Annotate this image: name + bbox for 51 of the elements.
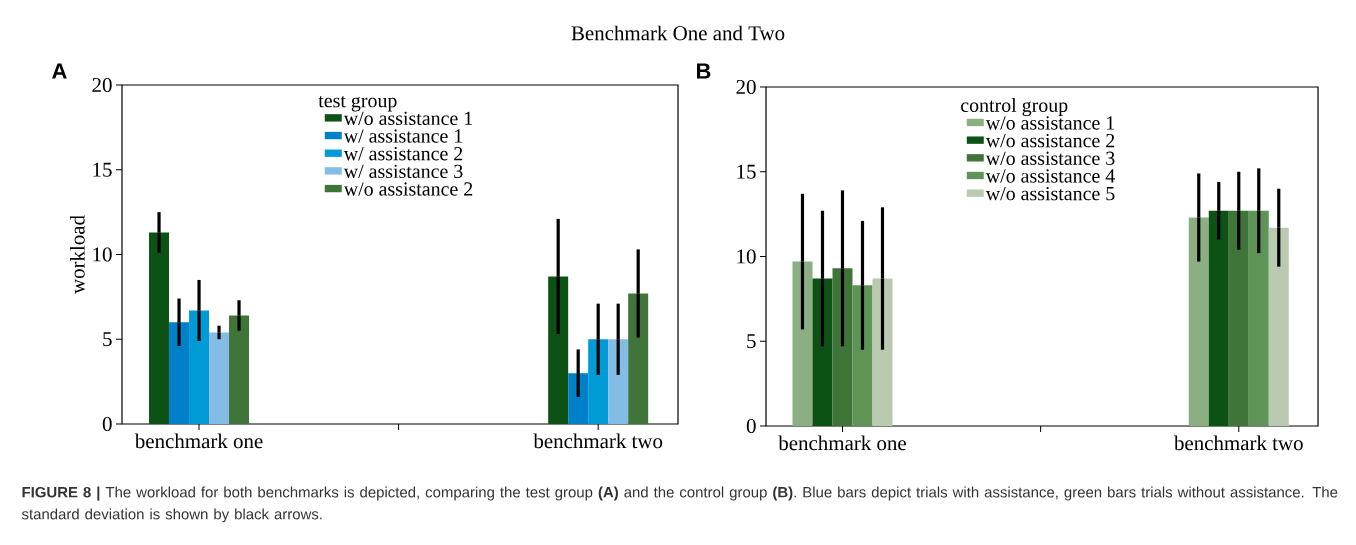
y-tick-label: 10 — [93, 247, 112, 262]
x-tick-label: benchmark one — [134, 433, 263, 449]
bar — [588, 339, 609, 424]
legend-label: w/o assistance 1 — [985, 116, 1115, 130]
bar — [169, 322, 190, 424]
text: FIGURE 8 | The workload for both benchmarks is depicted, comparing the test group (A) and the control group (B). Blue bars depict trials with assistance, green bars trials without assistance. The standard deviation is shown by black arrows. — [21, 486, 1338, 523]
bar — [1268, 227, 1289, 426]
x-tick-label: benchmark one — [778, 435, 906, 451]
bar — [568, 373, 589, 424]
y-tick-label: 0 — [746, 418, 756, 434]
bar — [792, 261, 813, 426]
text: B — [697, 63, 711, 79]
legend-label: w/o assistance 2 — [343, 182, 473, 196]
y-tick-label: 0 — [102, 416, 112, 432]
legend-label: w/o assistance 4 — [985, 169, 1115, 183]
bar — [229, 315, 250, 424]
legend-title: test group — [318, 95, 397, 112]
y-tick-label: 15 — [737, 164, 756, 179]
y-axis-title: workload — [70, 215, 85, 294]
text: A — [52, 63, 67, 79]
bar — [209, 332, 230, 424]
bar — [548, 276, 569, 424]
y-tick-label: 10 — [737, 249, 756, 264]
legend-label: w/ assistance 2 — [343, 147, 463, 161]
y-tick-label: 5 — [747, 334, 756, 349]
bar — [1188, 217, 1209, 426]
y-tick-label: 20 — [736, 79, 756, 95]
bar — [1208, 210, 1229, 426]
bar — [1248, 210, 1269, 426]
bar — [1228, 210, 1249, 426]
bar — [149, 232, 170, 424]
bar — [872, 278, 893, 426]
x-tick-label: benchmark two — [533, 433, 663, 449]
legend-title: control group — [961, 97, 1068, 117]
bar — [189, 310, 210, 424]
legend-label: w/o assistance 5 — [985, 186, 1115, 201]
y-tick-label: 15 — [93, 162, 112, 177]
x-tick-label: benchmark two — [1173, 435, 1303, 451]
y-tick-label: 20 — [92, 77, 112, 93]
legend-label: w/ assistance 3 — [343, 164, 463, 179]
y-tick-label: 5 — [103, 332, 112, 347]
legend-label: w/o assistance 3 — [985, 151, 1115, 165]
bar — [812, 278, 833, 426]
chart-title: Benchmark One and Two — [571, 25, 785, 41]
legend-label: w/o assistance 2 — [985, 133, 1115, 148]
legend-label: w/ assistance 1 — [343, 129, 463, 143]
bar — [852, 285, 873, 426]
legend-label: w/o assistance 1 — [343, 111, 473, 126]
bar — [608, 339, 629, 424]
bar — [832, 268, 853, 426]
bar — [628, 293, 649, 424]
